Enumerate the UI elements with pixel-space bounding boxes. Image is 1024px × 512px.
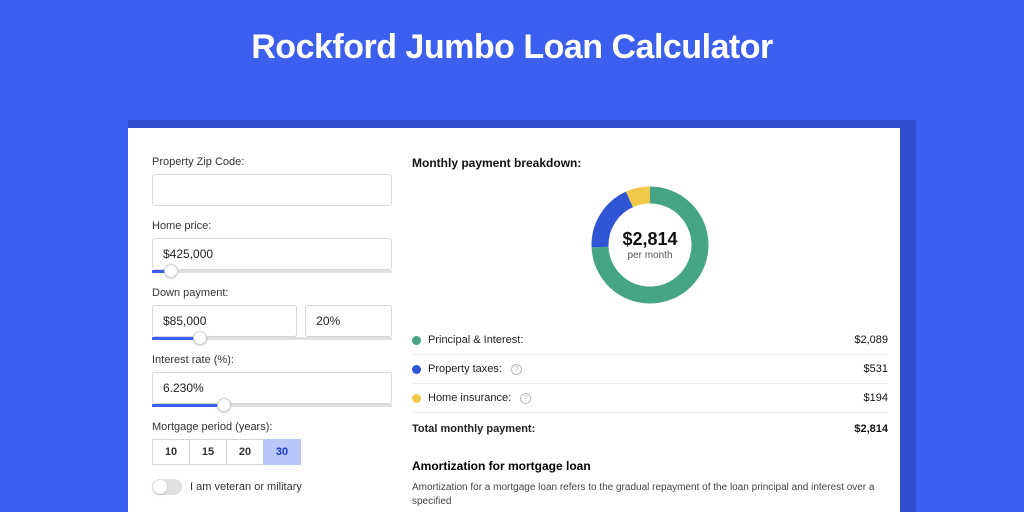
legend-row: Home insurance:? $194 [412, 384, 888, 413]
period-group: Mortgage period (years): 10152030 [152, 421, 392, 465]
donut-container: $2,814 per month [412, 182, 888, 308]
period-option-20[interactable]: 20 [226, 439, 264, 465]
legend-label: Home insurance: [428, 392, 511, 404]
rate-slider[interactable] [152, 404, 392, 407]
form-column: Property Zip Code: Home price: Down paym… [152, 156, 392, 509]
legend-dot-icon [412, 336, 421, 345]
price-group: Home price: [152, 220, 392, 273]
donut-amount: $2,814 [622, 229, 677, 250]
down-amount-input[interactable] [152, 305, 297, 337]
legend: Principal & Interest: $2,089 Property taxe… [412, 326, 888, 413]
info-icon[interactable]: ? [511, 364, 522, 375]
total-label: Total monthly payment: [412, 423, 535, 435]
content-area: Property Zip Code: Home price: Down paym… [152, 156, 888, 509]
down-label: Down payment: [152, 287, 392, 299]
price-slider[interactable] [152, 270, 392, 273]
period-options: 10152030 [152, 439, 392, 465]
period-option-30[interactable]: 30 [263, 439, 301, 465]
legend-dot-icon [412, 394, 421, 403]
legend-row: Principal & Interest: $2,089 [412, 326, 888, 355]
legend-value: $194 [864, 392, 888, 404]
legend-value: $2,089 [854, 334, 888, 346]
rate-group: Interest rate (%): [152, 354, 392, 407]
veteran-toggle[interactable] [152, 479, 182, 495]
page-title: Rockford Jumbo Loan Calculator [0, 0, 1024, 67]
veteran-row: I am veteran or military [152, 479, 392, 495]
donut-center: $2,814 per month [587, 182, 713, 308]
down-slider-thumb[interactable] [193, 331, 207, 345]
total-value: $2,814 [854, 423, 888, 435]
zip-input[interactable] [152, 174, 392, 206]
page-background: Rockford Jumbo Loan Calculator Property … [0, 0, 1024, 512]
legend-dot-icon [412, 365, 421, 374]
rate-label: Interest rate (%): [152, 354, 392, 366]
price-label: Home price: [152, 220, 392, 232]
down-pct-input[interactable] [305, 305, 392, 337]
period-option-10[interactable]: 10 [152, 439, 190, 465]
down-slider[interactable] [152, 337, 392, 340]
amortization-section: Amortization for mortgage loan Amortizat… [412, 459, 888, 509]
veteran-label: I am veteran or military [190, 481, 302, 493]
breakdown-column: Monthly payment breakdown: $2,814 per mo… [412, 156, 888, 509]
legend-label: Property taxes: [428, 363, 502, 375]
donut-chart: $2,814 per month [587, 182, 713, 308]
price-slider-thumb[interactable] [164, 264, 178, 278]
total-row: Total monthly payment: $2,814 [412, 413, 888, 443]
amortization-title: Amortization for mortgage loan [412, 459, 888, 473]
period-option-15[interactable]: 15 [189, 439, 227, 465]
veteran-toggle-knob [153, 480, 167, 494]
zip-group: Property Zip Code: [152, 156, 392, 206]
rate-slider-thumb[interactable] [217, 398, 231, 412]
down-group: Down payment: [152, 287, 392, 340]
legend-label: Principal & Interest: [428, 334, 523, 346]
info-icon[interactable]: ? [520, 393, 531, 404]
price-input[interactable] [152, 238, 392, 270]
legend-value: $531 [864, 363, 888, 375]
period-label: Mortgage period (years): [152, 421, 392, 433]
rate-input[interactable] [152, 372, 392, 404]
donut-sub: per month [627, 250, 672, 261]
rate-slider-fill [152, 404, 224, 407]
zip-label: Property Zip Code: [152, 156, 392, 168]
breakdown-title: Monthly payment breakdown: [412, 156, 888, 170]
amortization-body: Amortization for a mortgage loan refers … [412, 481, 888, 509]
legend-row: Property taxes:? $531 [412, 355, 888, 384]
